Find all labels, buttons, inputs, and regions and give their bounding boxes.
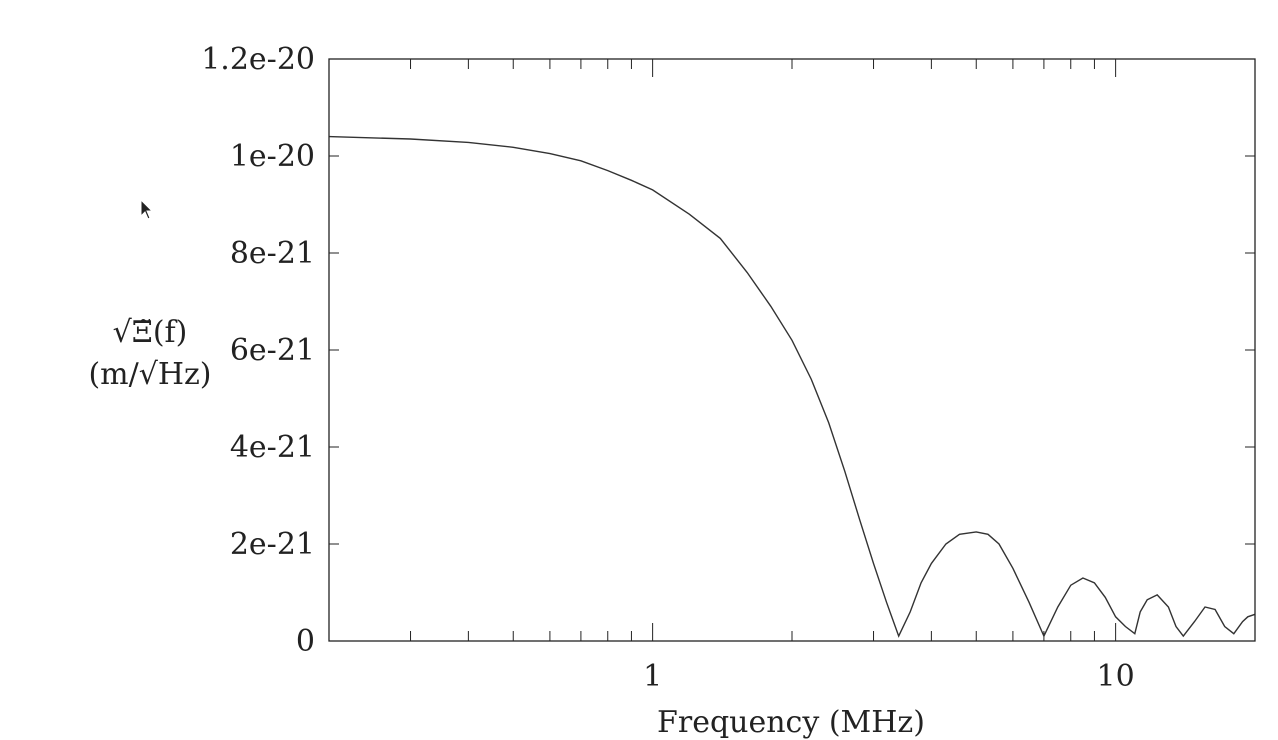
y-tick-label: 4e-21: [230, 430, 315, 465]
tick-marks: [328, 58, 1256, 642]
x-tick-label: 10: [1097, 659, 1135, 694]
y-tick-label: 6e-21: [230, 333, 315, 368]
x-axis-title: Frequency (MHz): [657, 705, 925, 740]
mouse-pointer-icon: [140, 199, 154, 220]
plot-frame: [328, 58, 1256, 642]
y-tick-label: 2e-21: [230, 527, 315, 562]
y-axis-title-line2: (m/√Hz): [88, 357, 212, 392]
y-tick-label: 1e-20: [230, 139, 315, 174]
x-tick-label: 1: [643, 659, 662, 694]
y-tick-label: 8e-21: [230, 236, 315, 271]
y-axis-title: √Ξ̃(f) (m/√Hz): [70, 312, 230, 396]
y-tick-label: 1.2e-20: [201, 42, 315, 77]
series-line: [328, 135, 1256, 638]
y-tick-label: 0: [296, 624, 315, 659]
y-axis-title-line1: √Ξ̃(f): [112, 315, 188, 350]
tick-labels: 0 2e-21 4e-21 6e-21 8e-21 1e-20 1.2e-20 1 10: [201, 42, 1134, 694]
